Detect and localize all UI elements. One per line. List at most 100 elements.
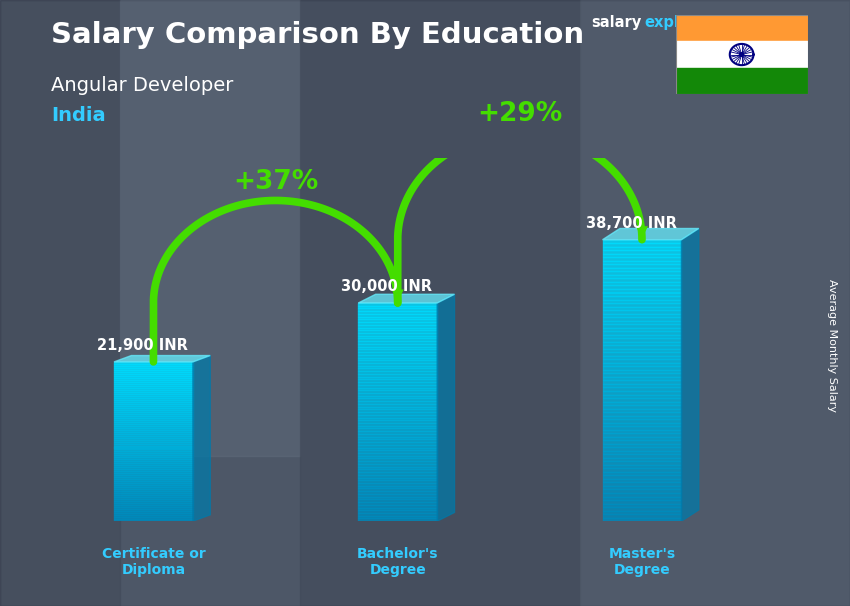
Bar xyxy=(114,418,193,419)
Bar xyxy=(603,490,682,493)
Circle shape xyxy=(740,53,744,56)
Bar xyxy=(114,362,193,364)
Bar xyxy=(114,513,193,515)
Text: 21,900 INR: 21,900 INR xyxy=(97,338,188,353)
Bar xyxy=(114,507,193,509)
Bar xyxy=(358,338,437,341)
Bar xyxy=(114,414,193,416)
Bar xyxy=(603,352,682,356)
Bar xyxy=(358,513,437,516)
Bar xyxy=(358,516,437,518)
Bar xyxy=(603,458,682,461)
Bar xyxy=(114,370,193,372)
Bar xyxy=(358,333,437,336)
Bar xyxy=(603,254,682,258)
Bar xyxy=(300,0,580,606)
Bar xyxy=(114,519,193,521)
Bar xyxy=(358,469,437,472)
Bar xyxy=(358,485,437,488)
Bar xyxy=(358,385,437,388)
Bar xyxy=(358,355,437,358)
Bar xyxy=(603,264,682,268)
Bar xyxy=(358,418,437,421)
Bar xyxy=(603,408,682,412)
Bar xyxy=(114,364,193,366)
Bar xyxy=(114,478,193,479)
Bar xyxy=(114,438,193,439)
Polygon shape xyxy=(193,356,210,521)
Bar xyxy=(114,464,193,465)
Bar xyxy=(114,475,193,478)
Bar xyxy=(603,278,682,282)
Bar xyxy=(676,41,807,68)
Bar xyxy=(603,289,682,293)
Bar xyxy=(603,433,682,437)
Bar xyxy=(603,275,682,278)
Bar xyxy=(358,347,437,349)
Bar xyxy=(603,377,682,381)
Bar xyxy=(603,479,682,482)
Bar xyxy=(358,496,437,499)
Bar xyxy=(358,494,437,497)
Bar xyxy=(358,363,437,365)
Bar xyxy=(358,305,437,308)
Bar xyxy=(358,365,437,368)
Bar xyxy=(114,491,193,493)
Bar xyxy=(114,416,193,418)
Bar xyxy=(358,379,437,382)
Bar xyxy=(603,303,682,307)
Text: Angular Developer: Angular Developer xyxy=(51,76,234,95)
Bar xyxy=(114,442,193,444)
Polygon shape xyxy=(437,295,455,521)
Bar xyxy=(114,394,193,396)
Bar xyxy=(358,322,437,325)
Bar xyxy=(114,453,193,456)
Bar xyxy=(114,384,193,386)
Bar xyxy=(358,447,437,450)
Bar xyxy=(603,243,682,247)
Bar xyxy=(114,501,193,503)
Bar xyxy=(114,376,193,378)
Bar xyxy=(358,453,437,456)
Bar xyxy=(603,296,682,299)
Bar xyxy=(603,324,682,328)
Bar xyxy=(114,398,193,400)
Bar xyxy=(603,405,682,408)
Bar xyxy=(603,307,682,310)
Bar xyxy=(603,395,682,398)
Bar xyxy=(114,505,193,507)
Bar xyxy=(603,511,682,514)
Bar xyxy=(358,360,437,363)
Bar xyxy=(114,467,193,470)
Bar xyxy=(114,470,193,471)
Bar xyxy=(603,321,682,324)
Bar xyxy=(358,344,437,347)
Bar xyxy=(358,491,437,494)
Bar xyxy=(114,495,193,498)
Bar xyxy=(114,471,193,473)
Bar xyxy=(114,456,193,458)
Bar xyxy=(114,458,193,459)
Bar xyxy=(358,456,437,458)
Bar xyxy=(114,404,193,405)
Bar xyxy=(114,503,193,505)
Bar xyxy=(358,412,437,415)
Bar xyxy=(358,376,437,379)
Bar xyxy=(358,374,437,376)
Bar xyxy=(358,341,437,344)
Bar xyxy=(603,384,682,387)
Bar xyxy=(603,476,682,479)
Bar xyxy=(114,388,193,390)
Bar xyxy=(603,518,682,521)
Bar xyxy=(358,371,437,374)
Bar xyxy=(358,393,437,396)
Bar xyxy=(114,374,193,376)
Bar xyxy=(114,366,193,368)
Bar xyxy=(603,412,682,416)
Bar xyxy=(114,431,193,433)
Bar xyxy=(358,336,437,338)
Bar xyxy=(358,415,437,418)
Bar xyxy=(0,0,120,606)
Text: +29%: +29% xyxy=(477,101,563,127)
Text: 38,700 INR: 38,700 INR xyxy=(586,216,677,231)
